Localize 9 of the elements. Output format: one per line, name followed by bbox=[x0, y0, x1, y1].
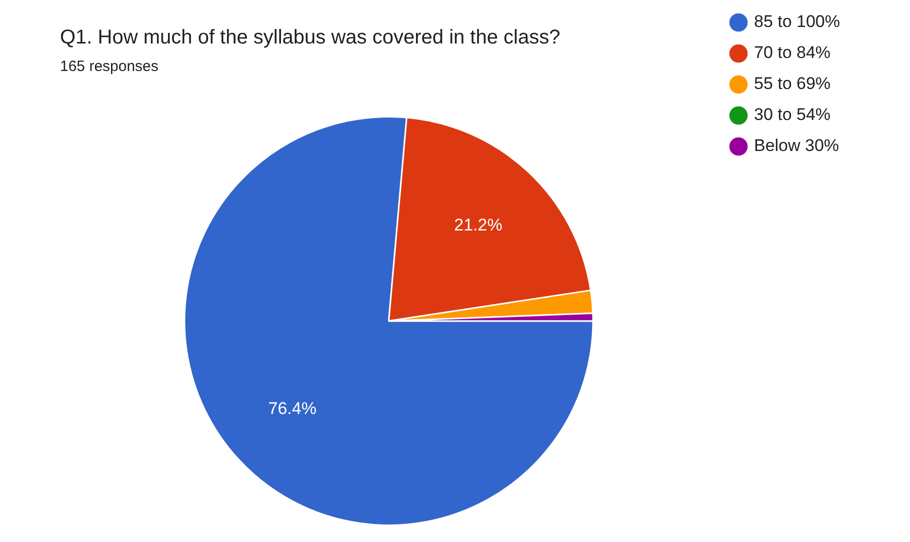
text: 165 responses bbox=[60, 58, 158, 76]
legend-label: 85 to 100% bbox=[754, 12, 840, 32]
legend-label: 30 to 54% bbox=[754, 105, 831, 124]
legend-label: Below 30% bbox=[754, 136, 840, 156]
legend-label: 70 to 84% bbox=[754, 43, 831, 62]
data-label: 76.4% bbox=[268, 398, 316, 418]
data-label: 21.2% bbox=[454, 215, 502, 234]
legend-label: 55 to 69% bbox=[754, 74, 831, 94]
text: Q1. How much of the syllabus was covered in the class? bbox=[60, 26, 560, 49]
